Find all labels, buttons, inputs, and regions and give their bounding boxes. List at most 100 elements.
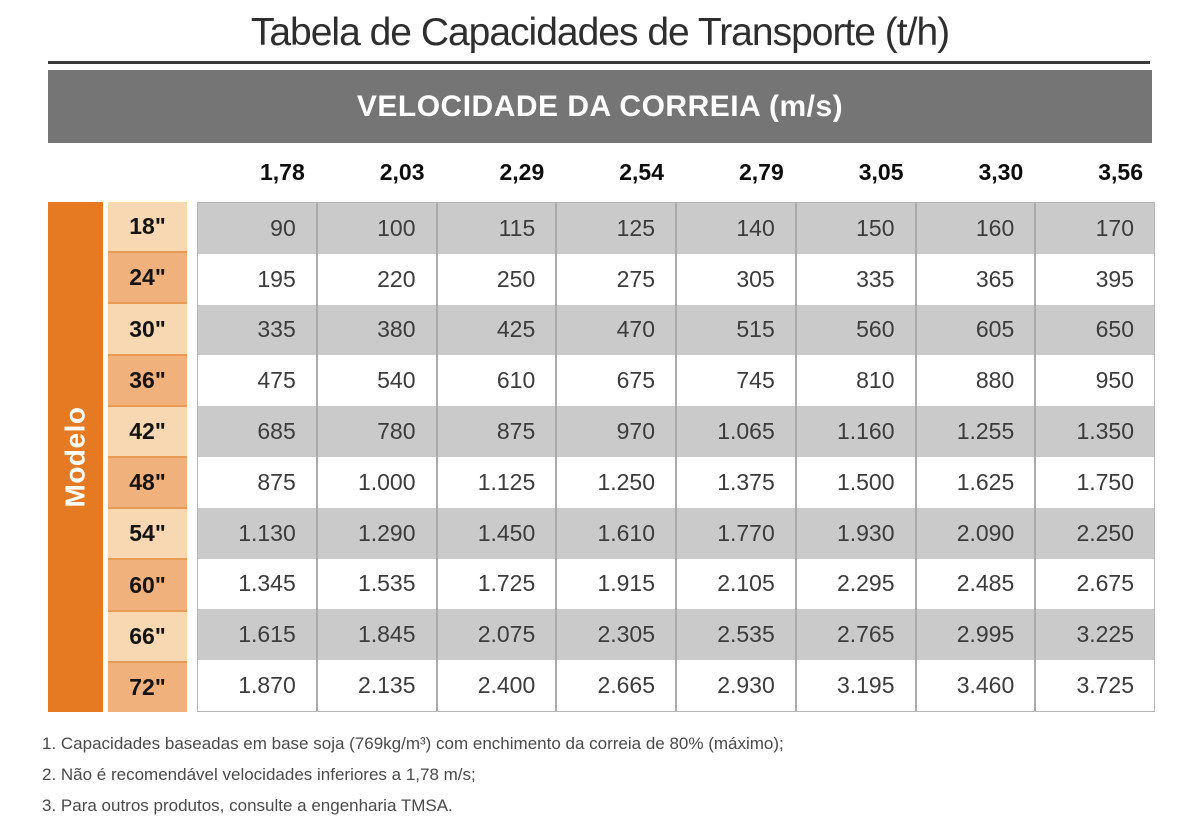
footnote-3: 3. Para outros produtos, consulte a enge… (42, 796, 453, 815)
capacity-cell: 380 (315, 304, 436, 356)
speed-header-0: 1,78 (259, 159, 305, 185)
capacity-cell: 2.665 (555, 660, 675, 711)
capacity-cell: 1.375 (675, 456, 795, 508)
capacity-cell: 3.725 (1034, 660, 1154, 711)
capacity-cell: 2.675 (1034, 558, 1154, 610)
model-cell-66: 66" (108, 609, 187, 661)
grid-row-30: 335 380 425 470 515 560 605 650 (198, 304, 1154, 356)
capacity-cell: 2.930 (675, 660, 795, 711)
speed-header-4: 2,79 (738, 159, 784, 185)
model-sidebar-label: Modelo (59, 406, 91, 508)
capacity-cell: 1.610 (555, 507, 675, 559)
capacity-cell: 1.290 (315, 507, 436, 559)
capacity-cell: 1.845 (315, 609, 436, 661)
capacity-cell: 685 (257, 418, 296, 445)
model-sidebar: Modelo (48, 202, 103, 712)
capacity-cell: 875 (435, 406, 556, 457)
capacity-cell: 1.125 (435, 456, 556, 508)
velocity-header-bar: VELOCIDADE DA CORREIA (m/s) (48, 70, 1152, 143)
title-rule (48, 61, 1150, 64)
model-cell-24: 24" (108, 251, 187, 303)
grid-row-54: 1.130 1.290 1.450 1.610 1.770 1.930 2.090 2.250 (198, 507, 1154, 559)
capacity-cell: 475 (257, 367, 296, 394)
capacity-cell: 2.400 (435, 660, 556, 711)
capacity-cell: 1.345 (238, 570, 296, 597)
capacity-cell: 1.770 (675, 507, 795, 559)
capacity-cell: 170 (1034, 203, 1154, 254)
capacity-cell: 1.915 (555, 558, 675, 610)
capacity-cell: 1.065 (675, 406, 795, 457)
capacity-cell: 3.195 (794, 660, 915, 711)
capacity-cell: 950 (1034, 355, 1154, 407)
speed-header-7: 3,56 (1098, 159, 1143, 185)
capacity-cell: 1.750 (1034, 456, 1154, 508)
capacity-cell: 365 (914, 253, 1035, 305)
capacity-cell: 1.725 (435, 558, 556, 610)
grid-row-42: 685 780 875 970 1.065 1.160 1.255 1.350 (198, 406, 1154, 457)
model-cell-54: 54" (108, 507, 187, 559)
capacity-cell: 2.765 (794, 609, 915, 661)
capacity-cell: 605 (914, 304, 1035, 356)
speed-header-3: 2,54 (619, 159, 664, 185)
capacity-cell: 115 (435, 203, 556, 254)
model-cell-36: 36" (108, 353, 187, 405)
capacity-cell: 1.625 (914, 456, 1035, 508)
model-cell-18: 18" (108, 202, 187, 252)
capacity-cell: 90 (270, 214, 296, 241)
model-column: 18" 24" 30" 36" 42" 48" 54" 60" 66" 72" (108, 202, 187, 713)
footnotes: 1. Capacidades baseadas em base soja (76… (42, 734, 784, 827)
velocity-header-label: VELOCIDADE DA CORREIA (m/s) (356, 89, 844, 123)
speed-header-2: 2,29 (499, 159, 545, 185)
grid-row-36: 475 540 610 675 745 810 880 950 (198, 355, 1154, 407)
capacity-cell: 1.000 (315, 456, 436, 508)
grid-row-24: 195 220 250 275 305 335 365 395 (198, 253, 1154, 305)
capacity-cell: 1.255 (914, 406, 1035, 457)
capacity-cell: 780 (315, 406, 436, 457)
model-cell-48: 48" (108, 456, 187, 508)
grid-row-72: 1.870 2.135 2.400 2.665 2.930 3.195 3.460 3.725 (198, 660, 1154, 711)
grid-row-66: 1.615 1.845 2.075 2.305 2.535 2.765 2.995 3.225 (198, 609, 1154, 661)
capacity-cell: 540 (315, 355, 436, 407)
capacity-cell: 305 (675, 253, 795, 305)
grid-row-18: 90 100 115 125 140 150 160 170 (198, 203, 1154, 254)
capacity-cell: 275 (555, 253, 675, 305)
capacity-cell: 125 (555, 203, 675, 254)
speed-header-row: 1,78 2,03 2,29 2,54 2,79 3,05 3,30 3,56 (197, 143, 1155, 202)
capacity-cell: 675 (555, 355, 675, 407)
capacity-cell: 1.615 (238, 621, 296, 648)
capacity-cell: 1.535 (315, 558, 436, 610)
capacity-cell: 2.075 (435, 609, 556, 661)
capacity-cell: 1.250 (555, 456, 675, 508)
footnote-1: 1. Capacidades baseadas em base soja (76… (42, 734, 784, 753)
capacity-cell: 335 (794, 253, 915, 305)
capacity-cell: 875 (257, 468, 296, 495)
capacity-cell: 970 (555, 406, 675, 457)
capacity-cell: 2.090 (914, 507, 1035, 559)
capacity-cell: 220 (315, 253, 436, 305)
page-title: Tabela de Capacidades de Transporte (t/h… (250, 11, 950, 54)
capacity-cell: 1.450 (435, 507, 556, 559)
footnote-2: 2. Não é recomendável velocidades inferi… (42, 765, 476, 784)
capacity-cell: 880 (914, 355, 1035, 407)
capacity-cell: 1.870 (238, 672, 296, 699)
capacity-cell: 2.995 (914, 609, 1035, 661)
capacity-grid: 90 100 115 125 140 150 160 170 195 220 250 275 305 33… (197, 202, 1155, 712)
model-cell-72: 72" (108, 660, 187, 713)
capacity-cell: 150 (794, 203, 915, 254)
capacity-cell: 515 (675, 304, 795, 356)
capacity-cell: 425 (435, 304, 556, 356)
capacity-cell: 810 (794, 355, 915, 407)
capacity-cell: 2.535 (675, 609, 795, 661)
speed-header-5: 3,05 (858, 159, 904, 185)
capacity-cell: 560 (794, 304, 915, 356)
capacity-cell: 2.305 (555, 609, 675, 661)
model-cell-30: 30" (108, 302, 187, 354)
capacity-cell: 2.485 (914, 558, 1035, 610)
speed-header-1: 2,03 (379, 159, 425, 185)
capacity-cell: 610 (435, 355, 556, 407)
capacity-cell: 195 (257, 265, 296, 292)
capacity-cell: 335 (257, 316, 296, 343)
capacity-cell: 1.930 (794, 507, 915, 559)
capacity-cell: 250 (435, 253, 556, 305)
model-cell-42: 42" (108, 404, 187, 457)
